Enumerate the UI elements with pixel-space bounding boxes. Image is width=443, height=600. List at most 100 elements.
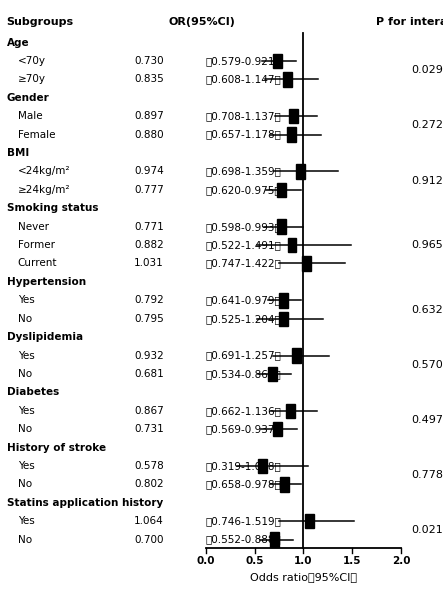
- Text: Yes: Yes: [18, 461, 35, 471]
- Text: 0.0: 0.0: [197, 556, 215, 566]
- Bar: [283, 72, 292, 86]
- Text: （0.598-0.993）: （0.598-0.993）: [206, 221, 282, 232]
- Text: 0.778: 0.778: [412, 470, 443, 480]
- Text: Statins application history: Statins application history: [7, 498, 163, 508]
- Text: BMI: BMI: [7, 148, 29, 158]
- Text: 1.5: 1.5: [343, 556, 361, 566]
- Text: （0.657-1.178）: （0.657-1.178）: [206, 130, 282, 140]
- Text: Yes: Yes: [18, 295, 35, 305]
- Text: （0.658-0.978）: （0.658-0.978）: [206, 479, 282, 490]
- Text: （0.525-1.204）: （0.525-1.204）: [206, 314, 282, 324]
- Bar: [302, 256, 311, 271]
- Text: ≥24kg/m²: ≥24kg/m²: [18, 185, 70, 195]
- Text: 0.792: 0.792: [134, 295, 164, 305]
- Text: （0.708-1.137）: （0.708-1.137）: [206, 111, 282, 121]
- Text: 0.880: 0.880: [134, 130, 164, 140]
- Text: 1.0: 1.0: [294, 556, 313, 566]
- Bar: [296, 164, 305, 179]
- Text: No: No: [18, 314, 32, 324]
- Bar: [279, 311, 288, 326]
- Text: （0.641-0.979）: （0.641-0.979）: [206, 295, 282, 305]
- Text: 0.700: 0.700: [134, 535, 164, 545]
- Text: 0.497: 0.497: [412, 415, 443, 425]
- Text: （0.747-1.422）: （0.747-1.422）: [206, 259, 282, 268]
- Text: （0.319-1.048）: （0.319-1.048）: [206, 461, 282, 471]
- Text: Yes: Yes: [18, 406, 35, 416]
- Text: 0.974: 0.974: [134, 166, 164, 176]
- Bar: [288, 238, 296, 252]
- Text: 1.064: 1.064: [134, 516, 164, 526]
- Text: <70y: <70y: [18, 56, 46, 66]
- Text: Female: Female: [18, 130, 55, 140]
- Text: 0.632: 0.632: [412, 305, 443, 314]
- Text: 0.965: 0.965: [412, 240, 443, 250]
- Text: 0.802: 0.802: [134, 479, 164, 490]
- Text: 0.835: 0.835: [134, 74, 164, 85]
- Text: 1.031: 1.031: [134, 259, 164, 268]
- Text: <24kg/m²: <24kg/m²: [18, 166, 70, 176]
- Text: 0.272: 0.272: [412, 121, 443, 130]
- Text: No: No: [18, 535, 32, 545]
- Text: OR(95%CI): OR(95%CI): [168, 17, 235, 28]
- Text: 0.730: 0.730: [134, 56, 164, 66]
- Text: 0.771: 0.771: [134, 221, 164, 232]
- Text: 0.731: 0.731: [134, 424, 164, 434]
- Text: Age: Age: [7, 38, 29, 47]
- Text: No: No: [18, 424, 32, 434]
- Text: Smoking status: Smoking status: [7, 203, 98, 213]
- Text: Hypertension: Hypertension: [7, 277, 86, 287]
- Text: P for interaction: P for interaction: [376, 17, 443, 28]
- Text: Odds ratio（95%CI）: Odds ratio（95%CI）: [250, 572, 357, 583]
- Bar: [288, 127, 296, 142]
- Bar: [286, 404, 295, 418]
- Text: Subgroups: Subgroups: [7, 17, 74, 28]
- Text: （0.608-1.147）: （0.608-1.147）: [206, 74, 282, 85]
- Text: Never: Never: [18, 221, 49, 232]
- Text: （0.698-1.359）: （0.698-1.359）: [206, 166, 282, 176]
- Text: Dyslipidemia: Dyslipidemia: [7, 332, 83, 342]
- Text: （0.691-1.257）: （0.691-1.257）: [206, 350, 282, 361]
- Text: （0.522-1.491）: （0.522-1.491）: [206, 240, 282, 250]
- Bar: [305, 514, 314, 529]
- Text: 0.897: 0.897: [134, 111, 164, 121]
- Text: 0.867: 0.867: [134, 406, 164, 416]
- Text: （0.569-0.937）: （0.569-0.937）: [206, 424, 282, 434]
- Bar: [273, 54, 282, 68]
- Text: 0.681: 0.681: [134, 369, 164, 379]
- Text: 0.029: 0.029: [412, 65, 443, 75]
- Text: No: No: [18, 369, 32, 379]
- Text: （0.552-0.888）: （0.552-0.888）: [206, 535, 282, 545]
- Text: 0.578: 0.578: [134, 461, 164, 471]
- Bar: [258, 459, 267, 473]
- Text: （0.579-0.921）: （0.579-0.921）: [206, 56, 282, 66]
- Bar: [268, 367, 277, 381]
- Text: Former: Former: [18, 240, 55, 250]
- Text: 0.777: 0.777: [134, 185, 164, 195]
- Bar: [270, 532, 279, 547]
- Bar: [279, 293, 288, 308]
- Text: 0.021: 0.021: [412, 526, 443, 535]
- Text: （0.620-0.975）: （0.620-0.975）: [206, 185, 282, 195]
- Text: 0.5: 0.5: [245, 556, 264, 566]
- Bar: [277, 220, 286, 234]
- Bar: [292, 349, 301, 363]
- Bar: [280, 477, 288, 491]
- Text: 2.0: 2.0: [392, 556, 410, 566]
- Text: History of stroke: History of stroke: [7, 443, 106, 452]
- Bar: [289, 109, 298, 124]
- Text: Male: Male: [18, 111, 43, 121]
- Text: （0.534-0.869）: （0.534-0.869）: [206, 369, 282, 379]
- Text: Gender: Gender: [7, 93, 50, 103]
- Text: 0.570: 0.570: [412, 360, 443, 370]
- Text: （0.746-1.519）: （0.746-1.519）: [206, 516, 282, 526]
- Bar: [277, 182, 286, 197]
- Text: Current: Current: [18, 259, 57, 268]
- Text: Diabetes: Diabetes: [7, 388, 59, 397]
- Text: ≥70y: ≥70y: [18, 74, 46, 85]
- Text: 0.912: 0.912: [412, 176, 443, 185]
- Text: 0.932: 0.932: [134, 350, 164, 361]
- Text: 0.795: 0.795: [134, 314, 164, 324]
- Text: 0.882: 0.882: [134, 240, 164, 250]
- Text: Yes: Yes: [18, 516, 35, 526]
- Text: No: No: [18, 479, 32, 490]
